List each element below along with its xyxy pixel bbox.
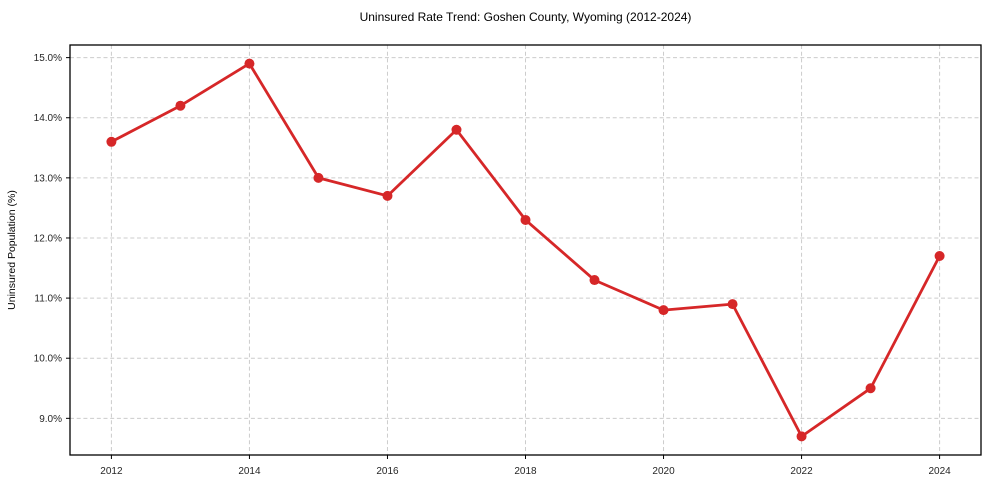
- y-tick-label: 9.0%: [39, 414, 62, 425]
- y-tick-label: 14.0%: [34, 113, 62, 124]
- x-tick-label: 2022: [790, 466, 813, 477]
- x-tick-label: 2020: [652, 466, 675, 477]
- x-tick-label: 2014: [238, 466, 261, 477]
- data-point-2021: [727, 299, 738, 310]
- data-point-2013: [175, 100, 186, 111]
- data-points: [106, 58, 945, 442]
- data-point-2018: [520, 214, 531, 225]
- data-point-2017: [451, 124, 462, 135]
- y-tick-label: 13.0%: [34, 173, 62, 184]
- gridlines: [70, 45, 981, 455]
- data-point-2019: [589, 275, 600, 286]
- y-tick-label: 10.0%: [34, 354, 62, 365]
- y-tick-label: 11.0%: [34, 294, 62, 305]
- y-tick-label: 12.0%: [34, 233, 62, 244]
- data-point-2022: [796, 431, 807, 442]
- data-point-2016: [382, 190, 393, 201]
- data-point-2024: [934, 251, 945, 262]
- plot-border: [69, 44, 982, 456]
- data-point-2015: [313, 172, 324, 183]
- data-point-2020: [658, 305, 669, 316]
- x-tick-label: 2024: [928, 466, 951, 477]
- data-point-2023: [865, 383, 876, 394]
- x-tick-label: 2012: [100, 466, 123, 477]
- chart-title: Uninsured Rate Trend: Goshen County, Wyo…: [360, 10, 692, 24]
- axis-ticks: 2012 2014 2016 2018 2020 2022 2024 9.0% 10.0% 11.…: [34, 53, 952, 477]
- y-tick-label: 15.0%: [34, 53, 62, 64]
- x-tick-label: 2018: [514, 466, 537, 477]
- data-point-2014: [244, 58, 255, 69]
- y-axis-label: Uninsured Population (%): [6, 190, 18, 310]
- data-point-2012: [106, 136, 117, 147]
- x-tick-label: 2016: [376, 466, 399, 477]
